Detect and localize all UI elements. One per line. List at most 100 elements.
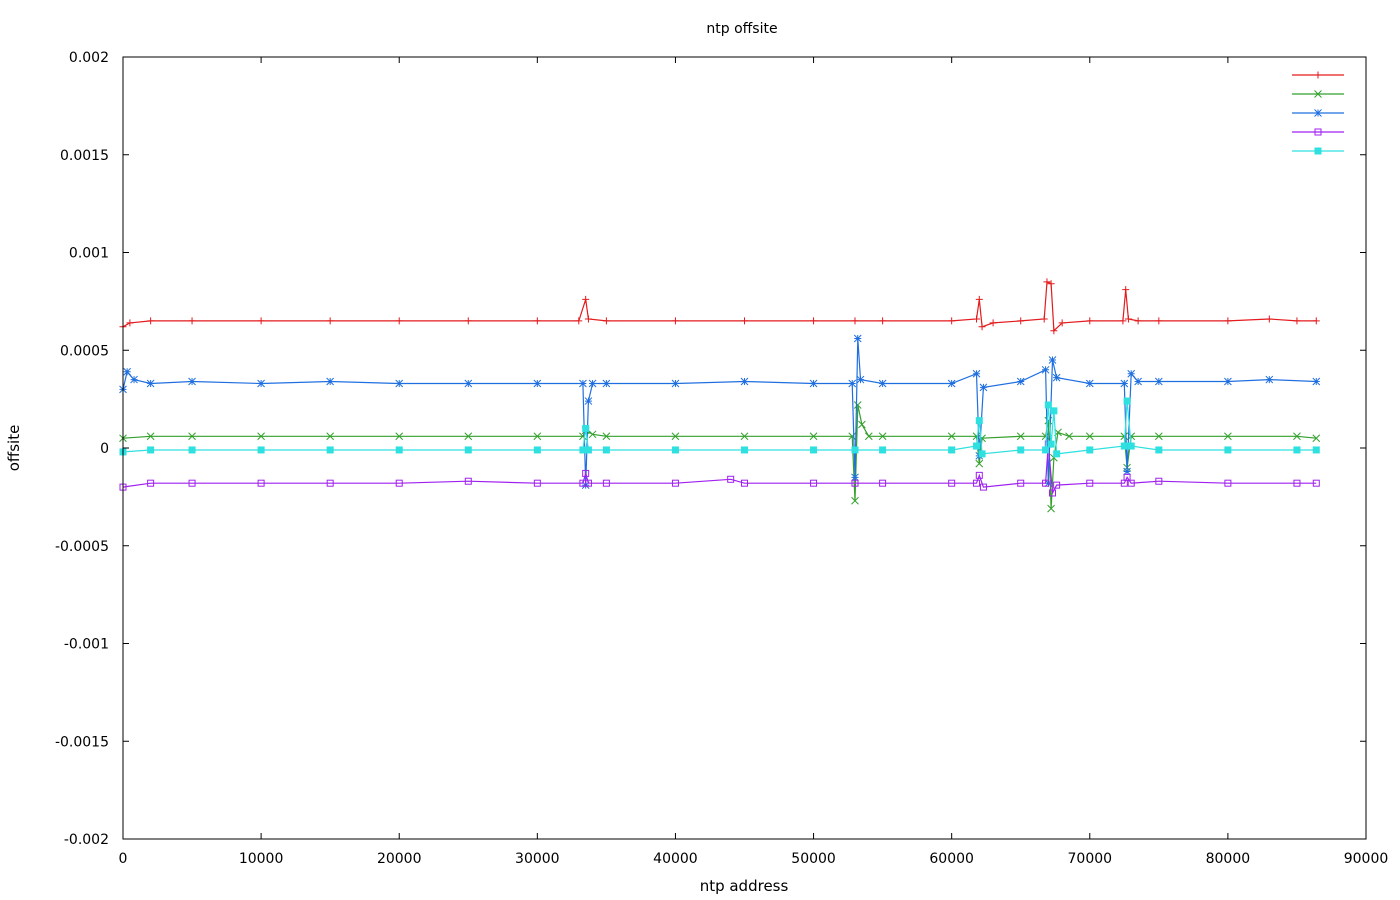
series-5-point	[464, 446, 472, 454]
series-5-point	[584, 446, 592, 454]
series-1-point	[188, 317, 196, 325]
axis-ticks: 0 10000 20000 30000 40000 50000 60000 70000 8000…	[55, 50, 1388, 867]
series-1-point	[147, 317, 155, 325]
series-2-point	[848, 432, 857, 441]
legend-swatch-marker	[1314, 109, 1322, 117]
series-1-point	[1086, 317, 1094, 325]
series-5-point	[1123, 397, 1131, 405]
series-3-point	[1265, 375, 1274, 384]
series-1-point	[973, 315, 981, 323]
series-1-point	[1134, 317, 1142, 325]
series-5-point	[975, 417, 983, 425]
series-5-point	[1155, 446, 1163, 454]
series-2-point	[1047, 504, 1055, 513]
series-3-point	[1120, 379, 1129, 388]
series-2-point	[602, 432, 611, 441]
series-4-point	[602, 479, 610, 487]
series-3-point	[856, 375, 865, 384]
series-1-point	[671, 317, 679, 325]
series-1-point	[326, 317, 334, 325]
legend-swatch-marker	[1314, 71, 1322, 79]
y-tick-label: 0.002	[69, 50, 109, 66]
series-4-point	[582, 469, 590, 477]
series-4-point	[948, 479, 956, 487]
series-3-point	[878, 379, 887, 388]
legend	[1292, 71, 1344, 155]
x-tick-label: 60000	[929, 851, 974, 867]
chart-title: ntp offsite	[706, 21, 777, 37]
series-2-point	[146, 432, 155, 441]
series-1-point	[464, 317, 472, 325]
y-tick-label: 0	[100, 441, 109, 457]
series-2-point	[853, 401, 862, 409]
series-2-point	[1041, 432, 1050, 441]
y-tick-label: 0.0015	[60, 148, 109, 164]
series-3-point	[602, 379, 611, 388]
series-1-line	[122, 280, 1317, 333]
series-1-point	[126, 319, 134, 327]
series-4-point	[1312, 479, 1320, 487]
series-2-point	[588, 430, 597, 439]
series-5-point	[671, 446, 679, 454]
series-2-point	[878, 432, 887, 441]
series-2-point	[1065, 432, 1073, 441]
series-1-point	[1043, 278, 1051, 286]
series-5-point	[879, 446, 887, 454]
legend-entry-5	[1292, 147, 1344, 155]
series-3-point	[809, 379, 818, 388]
series-1-point	[575, 317, 583, 325]
series-1-point	[1124, 315, 1132, 323]
series-5-point	[1053, 450, 1061, 458]
series-4-point	[879, 479, 887, 487]
series-5-point	[147, 446, 155, 454]
series-3-point	[257, 379, 265, 388]
series-1-point	[1047, 280, 1055, 288]
series-5-point	[1044, 401, 1052, 409]
series-1-point	[1058, 319, 1066, 327]
series-4-point	[1086, 479, 1094, 487]
legend-swatch-marker	[1314, 128, 1322, 136]
series-5-point	[1312, 446, 1320, 454]
series-4-point	[1017, 479, 1025, 487]
series-2-point	[740, 432, 749, 441]
series-4-point	[1127, 479, 1135, 487]
series-3-point	[671, 379, 680, 388]
series-2-point	[1224, 432, 1232, 441]
series-4-point	[975, 471, 983, 479]
series-1-point	[1017, 317, 1025, 325]
series-4-point	[257, 479, 265, 487]
series-4-point	[395, 479, 403, 487]
series-1-point	[533, 317, 541, 325]
series-4-point	[1224, 479, 1232, 487]
series-3-point	[853, 334, 862, 343]
legend-entry-1	[1292, 71, 1344, 79]
x-tick-label: 20000	[377, 851, 422, 867]
series-3-point	[326, 377, 335, 386]
series-2-point	[257, 432, 265, 441]
series-1-point	[989, 319, 997, 327]
series-4-point	[727, 475, 735, 483]
series-2-point	[464, 432, 473, 441]
series-5	[119, 397, 1320, 458]
series-5-point	[1293, 446, 1301, 454]
series-2-point	[671, 432, 680, 441]
series-2-point	[533, 432, 542, 441]
series-2-point	[326, 432, 335, 441]
series-4-point	[326, 479, 334, 487]
series-1-point	[978, 323, 986, 331]
series-4-point	[851, 479, 859, 487]
series-1-point	[257, 317, 265, 325]
legend-swatch-marker	[1314, 147, 1322, 155]
x-tick-label: 40000	[653, 851, 698, 867]
y-tick-label: 0.001	[69, 246, 109, 262]
series-4-point	[1293, 479, 1301, 487]
series-2-point	[947, 432, 956, 441]
series-1-point	[879, 317, 887, 325]
series-2-point	[1085, 432, 1094, 441]
series-3-point	[130, 375, 138, 384]
series-1-point	[582, 295, 590, 303]
x-tick-label: 70000	[1068, 851, 1113, 867]
series-1-point	[395, 317, 403, 325]
series-2-point	[864, 432, 873, 441]
